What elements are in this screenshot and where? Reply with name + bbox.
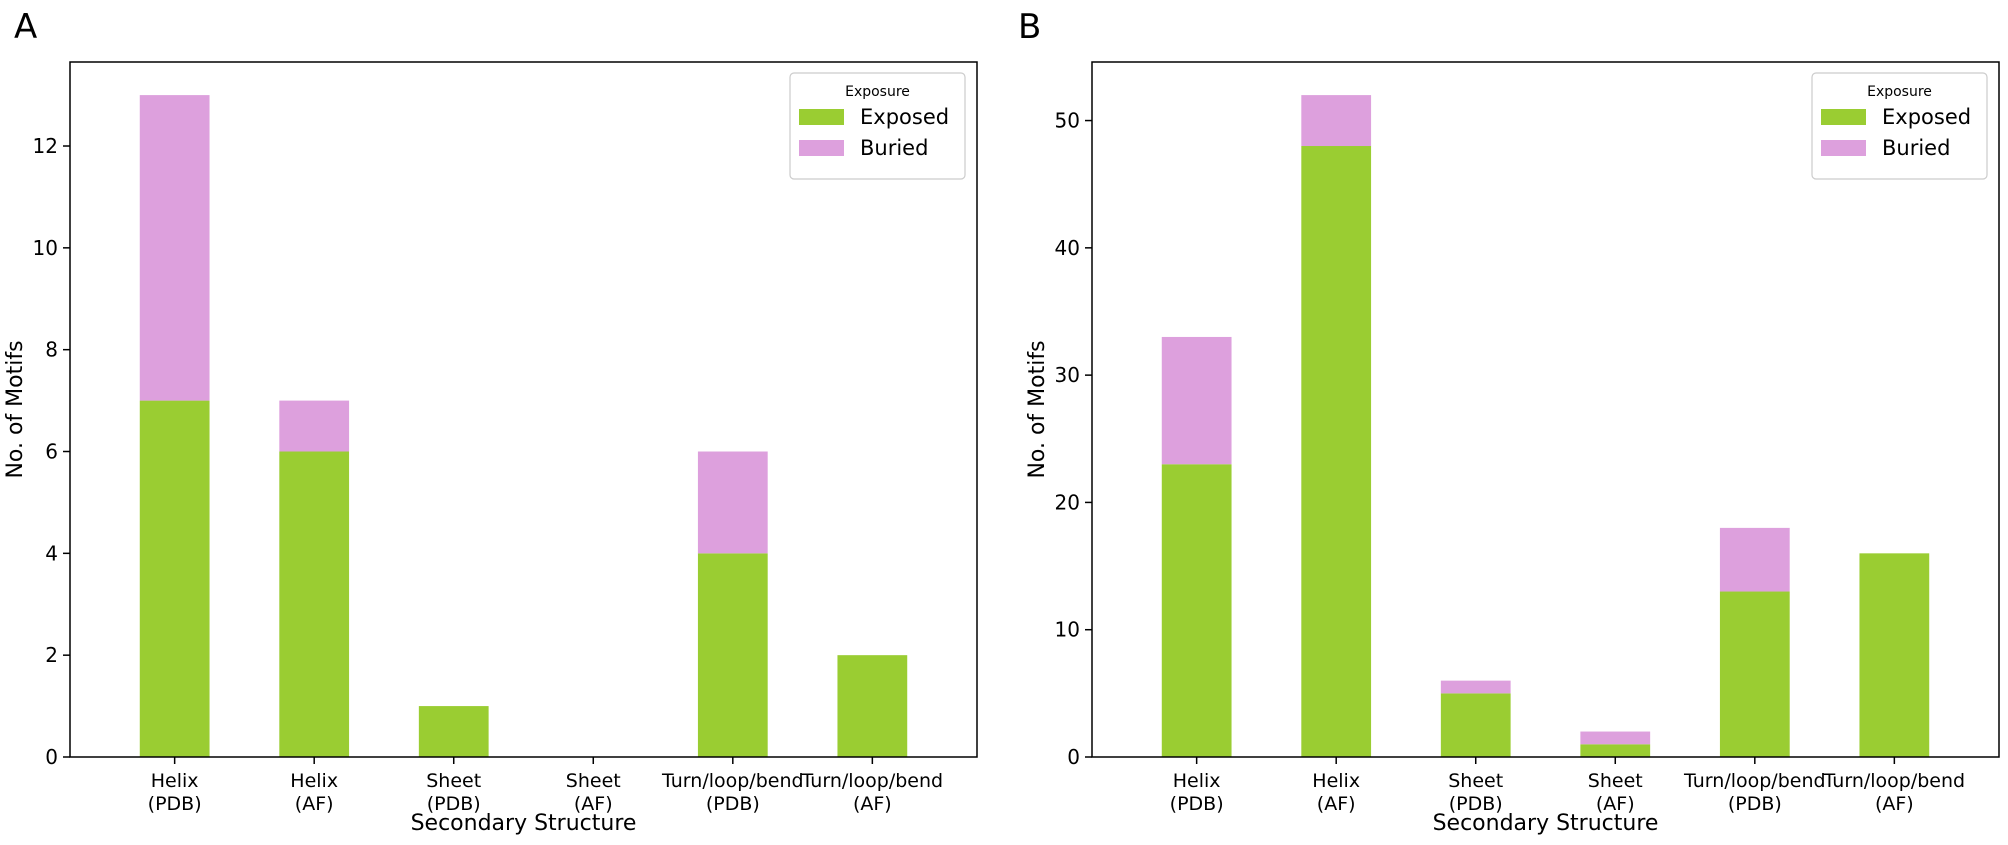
x-tick-label: (PDB): [427, 793, 481, 815]
bar-exposed: [1161, 464, 1232, 757]
bar-buried: [1301, 95, 1372, 147]
legend-title: Exposure: [1867, 84, 1932, 100]
bar-exposed: [279, 451, 350, 757]
x-tick-label: (AF): [574, 793, 613, 815]
panel-b: B01020304050Helix(PDB)Helix(AF)Sheet(PDB…: [1018, 7, 2000, 836]
axes-frame: [69, 61, 978, 758]
panel-a: A024681012Helix(PDB)Helix(AF)Sheet(PDB)S…: [3, 7, 978, 836]
y-axis-label: No. of Motifs: [3, 340, 28, 478]
x-tick-label: (PDB): [1728, 793, 1782, 815]
legend: Exposure Exposed Buried: [1811, 72, 1988, 180]
y-tick-label: 8: [45, 338, 58, 362]
x-tick-label: (AF): [1596, 793, 1635, 815]
x-tick-label: (AF): [1875, 793, 1914, 815]
x-tick-label: Helix: [1312, 770, 1360, 792]
legend-swatch-exposed: [1821, 109, 1866, 125]
x-tick-label: (PDB): [1170, 793, 1224, 815]
x-tick-label: Helix: [151, 770, 199, 792]
bar-buried: [139, 95, 210, 401]
bar-exposed: [697, 553, 768, 757]
bar-exposed: [1719, 591, 1790, 757]
bar-buried: [697, 451, 768, 554]
bar-exposed: [1580, 744, 1651, 757]
y-tick-label: 12: [33, 134, 58, 158]
x-axis-label: Secondary Structure: [1433, 811, 1659, 836]
x-tick-label: Turn/loop/bend: [1683, 770, 1826, 792]
bar-exposed: [1301, 146, 1372, 757]
x-tick-label: Helix: [290, 770, 338, 792]
panel-label: A: [14, 7, 37, 47]
x-tick-label: (PDB): [1449, 793, 1503, 815]
legend-title: Exposure: [845, 84, 910, 100]
bar-exposed: [139, 400, 210, 757]
y-tick-label: 30: [1055, 363, 1080, 387]
legend-swatch-buried: [799, 140, 844, 156]
bar-buried: [279, 400, 350, 452]
y-tick-label: 0: [45, 745, 58, 769]
x-tick-label: Turn/loop/bend: [1823, 770, 1966, 792]
legend-swatch-exposed: [799, 109, 844, 125]
x-tick-label: Turn/loop/bend: [801, 770, 944, 792]
x-tick-label: (AF): [853, 793, 892, 815]
legend-swatch-buried: [1821, 140, 1866, 156]
y-axis-label: No. of Motifs: [1025, 340, 1050, 478]
x-tick-label: Sheet: [426, 770, 481, 792]
legend-label-buried: Buried: [1882, 136, 1950, 160]
x-tick-label: (AF): [1317, 793, 1356, 815]
bar-exposed: [1859, 553, 1930, 757]
bar-exposed: [1440, 693, 1511, 757]
legend-label-buried: Buried: [860, 136, 928, 160]
y-tick-label: 0: [1067, 745, 1080, 769]
y-tick-label: 50: [1055, 109, 1080, 133]
y-tick-label: 20: [1055, 490, 1080, 514]
x-tick-label: Turn/loop/bend: [661, 770, 804, 792]
x-axis-label: Secondary Structure: [411, 811, 637, 836]
x-tick-label: Sheet: [1588, 770, 1643, 792]
axes-frame: [1091, 61, 2000, 758]
panel-label: B: [1018, 7, 1041, 47]
x-tick-label: (PDB): [148, 793, 202, 815]
bar-exposed: [837, 655, 908, 757]
bar-buried: [1580, 731, 1651, 745]
x-tick-label: Sheet: [566, 770, 621, 792]
x-tick-label: (AF): [295, 793, 334, 815]
bar-buried: [1719, 527, 1790, 592]
legend: Exposure Exposed Buried: [789, 72, 966, 180]
legend-label-exposed: Exposed: [860, 105, 949, 129]
y-tick-label: 2: [45, 643, 58, 667]
bar-exposed: [418, 706, 489, 757]
y-tick-label: 40: [1055, 236, 1080, 260]
bar-buried: [1440, 680, 1511, 694]
y-tick-label: 10: [1055, 618, 1080, 642]
bar-buried: [1161, 336, 1232, 465]
y-tick-label: 4: [45, 541, 58, 565]
y-tick-label: 10: [33, 236, 58, 260]
y-tick-label: 6: [45, 440, 58, 464]
x-tick-label: (PDB): [706, 793, 760, 815]
x-tick-label: Sheet: [1448, 770, 1503, 792]
legend-label-exposed: Exposed: [1882, 105, 1971, 129]
x-tick-label: Helix: [1173, 770, 1221, 792]
